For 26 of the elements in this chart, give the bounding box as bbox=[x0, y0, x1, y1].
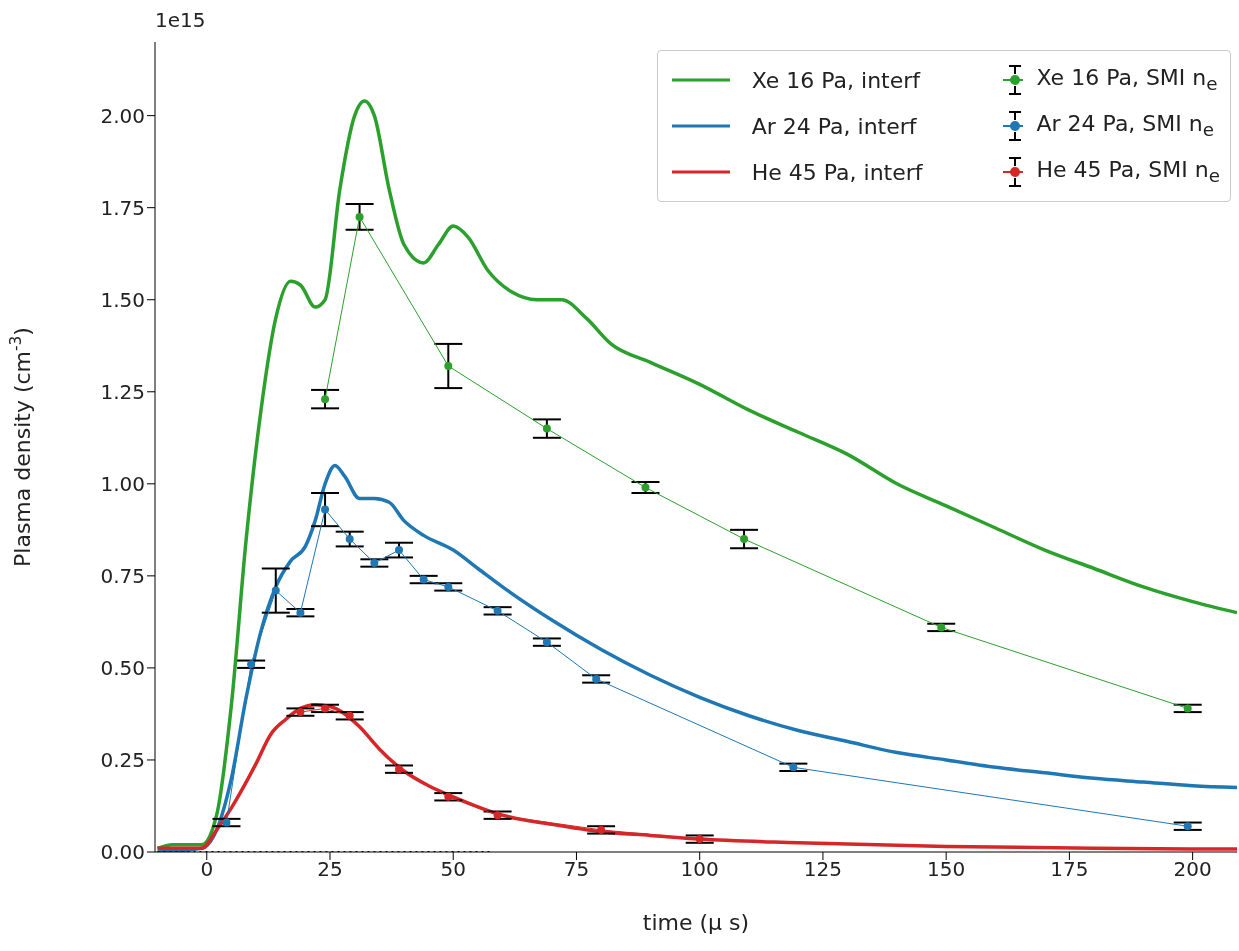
y-tick-label: 0.75 bbox=[100, 563, 145, 588]
y-tick-label: 0.25 bbox=[100, 748, 145, 773]
y-tick-label: 1.75 bbox=[100, 195, 145, 220]
x-tick-label: 25 bbox=[317, 857, 343, 882]
legend-label: Ar 24 Pa, SMI n$_{e}$ bbox=[1036, 111, 1215, 141]
y-tick-label: 0.50 bbox=[100, 656, 145, 681]
x-tick-label: 0 bbox=[200, 857, 214, 882]
y-tick-label: 1.25 bbox=[100, 379, 145, 404]
y-tick-label: 1.50 bbox=[100, 287, 145, 312]
x-tick-label: 150 bbox=[927, 857, 966, 882]
legend-label: Xe 16 Pa, SMI n$_{e}$ bbox=[1036, 65, 1218, 95]
x-axis-title: time (μ s) bbox=[642, 910, 750, 935]
y-tick-label: 0.00 bbox=[100, 840, 145, 865]
x-tick-label: 125 bbox=[803, 857, 843, 882]
legend-label: He 45 Pa, SMI n$_{e}$ bbox=[1036, 157, 1220, 187]
x-tick-label: 100 bbox=[680, 857, 719, 882]
x-tick-label: 200 bbox=[1173, 857, 1212, 882]
y-tick-label: 1.00 bbox=[100, 471, 145, 496]
x-tick-label: 75 bbox=[563, 857, 590, 882]
legend-label: Xe 16 Pa, interf bbox=[751, 67, 921, 93]
legend-label: He 45 Pa, interf bbox=[751, 159, 923, 185]
text: 1e15 bbox=[155, 8, 206, 32]
x-tick-label: 50 bbox=[440, 857, 466, 882]
y-tick-label: 2.00 bbox=[100, 103, 145, 128]
legend-label: Ar 24 Pa, interf bbox=[751, 113, 917, 139]
x-tick-label: 175 bbox=[1050, 857, 1089, 882]
